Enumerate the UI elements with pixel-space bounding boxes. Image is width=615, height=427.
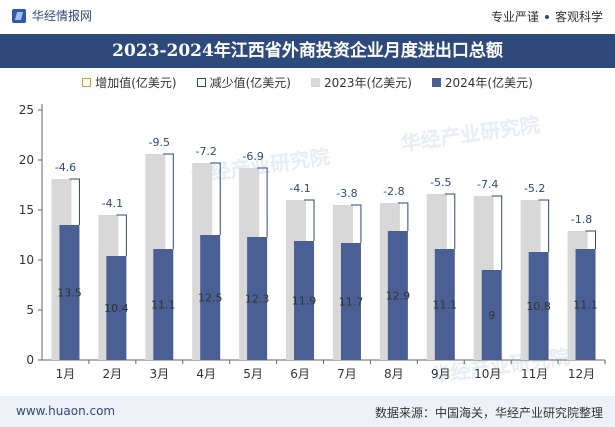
legend-swatch-decrease: [196, 78, 206, 87]
data-label-change: -5.5: [430, 176, 451, 189]
y-tick-label: 25: [19, 103, 34, 117]
x-tick-label: 1月: [56, 367, 76, 381]
data-label-2024: 11.1: [433, 299, 458, 312]
legend-label-2024: 2024年(亿美元): [444, 76, 533, 90]
slogan-right: 客观科学: [554, 10, 603, 24]
slogan: 专业严谨 客观科学: [491, 8, 603, 25]
data-label-2024: 11.1: [151, 299, 176, 312]
data-label-2024: 12.9: [386, 290, 411, 303]
legend: 增加值(亿美元) 减少值(亿美元) 2023年(亿美元) 2024年(亿美元): [0, 74, 615, 91]
chart-title: 2023-2024年江西省外商投资企业月度进出口总额: [0, 34, 615, 68]
logo-icon: [12, 8, 26, 23]
change-box: [210, 162, 221, 235]
data-label-change: -4.1: [289, 182, 310, 195]
bar-2024: [294, 241, 315, 360]
legend-item-2024: 2024年(亿美元): [431, 74, 533, 91]
change-box: [257, 167, 268, 237]
x-tick-label: 9月: [431, 367, 451, 381]
data-label-change: -6.9: [242, 150, 263, 163]
dot-icon: [544, 14, 549, 19]
legend-swatch-2023: [310, 78, 320, 87]
x-tick-label: 7月: [337, 367, 357, 381]
data-label-2024: 12.3: [245, 293, 270, 306]
x-tick-label: 3月: [149, 367, 169, 381]
data-label-change: -3.8: [336, 187, 357, 200]
legend-item-increase: 增加值(亿美元): [82, 74, 177, 91]
y-tick-label: 10: [19, 253, 34, 267]
y-tick-label: 5: [26, 303, 34, 317]
legend-swatch-increase: [82, 78, 92, 87]
footer-source: 数据来源：中国海关，华经产业研究院整理: [374, 406, 603, 420]
legend-item-2023: 2023年(亿美元): [310, 74, 412, 91]
data-label-change: -9.5: [149, 136, 170, 149]
x-tick-label: 12月: [568, 367, 595, 381]
change-box: [69, 178, 80, 225]
y-tick-label: 15: [19, 203, 34, 217]
change-box: [116, 214, 127, 256]
change-box: [538, 199, 550, 252]
bar-2024: [200, 235, 221, 360]
change-box: [163, 153, 174, 249]
data-label-2024: 11.1: [573, 299, 598, 312]
x-tick-label: 6月: [290, 367, 310, 381]
change-box: [444, 193, 456, 249]
data-label-2024: 13.5: [57, 287, 82, 300]
chart-plot: 0 5 10 15 20 25 13.5 -4.6 1月 10.4 -4.1 2月 11.1 -9.5 3月…: [19, 103, 606, 381]
data-label-change: -7.2: [195, 145, 216, 158]
data-label-change: -7.4: [477, 178, 498, 191]
data-label-2024: 9: [488, 309, 495, 322]
change-box: [350, 204, 362, 243]
legend-label-decrease: 减少值(亿美元): [209, 76, 291, 90]
change-box: [491, 195, 503, 270]
top-bar: 华经情报网 专业严谨 客观科学: [0, 0, 615, 34]
data-label-change: -5.2: [524, 182, 545, 195]
data-label-change: -4.1: [102, 197, 123, 210]
change-box: [585, 230, 597, 249]
brand-name: 华经情报网: [32, 9, 93, 23]
data-label-change: -2.8: [383, 185, 404, 198]
data-label-change: -1.8: [571, 213, 592, 226]
x-tick-label: 4月: [196, 367, 216, 381]
bar-2024: [387, 231, 408, 360]
footer-website: www.huaon.com: [16, 404, 116, 418]
y-tick-label: 20: [19, 153, 34, 167]
legend-item-decrease: 减少值(亿美元): [196, 74, 291, 91]
data-label-change: -4.6: [55, 161, 76, 174]
change-box: [397, 202, 409, 231]
bar-2024: [434, 249, 455, 360]
change-box: [304, 199, 315, 241]
data-label-2024: 10.4: [104, 302, 129, 315]
data-label-2024: 12.5: [198, 292, 223, 305]
data-label-2024: 11.7: [339, 296, 364, 309]
data-label-2024: 10.8: [526, 300, 551, 313]
x-tick-label: 5月: [243, 367, 263, 381]
bar-2024: [340, 243, 361, 360]
slogan-left: 专业严谨: [490, 10, 539, 24]
bar-2024: [59, 225, 80, 360]
bar-2024: [153, 249, 174, 360]
data-label-2024: 11.9: [292, 295, 317, 308]
x-tick-label: 11月: [521, 367, 548, 381]
x-tick-label: 2月: [103, 367, 123, 381]
footer: www.huaon.com 数据来源：中国海关，华经产业研究院整理: [0, 396, 615, 427]
bar-2024: [575, 249, 596, 360]
bar-2024: [528, 252, 549, 360]
x-tick-label: 10月: [474, 367, 501, 381]
bar-2024: [247, 237, 268, 360]
brand: 华经情报网: [12, 7, 92, 24]
y-tick-label: 0: [26, 353, 34, 367]
x-tick-label: 8月: [384, 367, 404, 381]
bar-2024: [106, 256, 127, 360]
legend-label-increase: 增加值(亿美元): [95, 76, 177, 90]
legend-swatch-2024: [431, 78, 441, 87]
bar-2024: [481, 270, 502, 360]
legend-label-2023: 2023年(亿美元): [323, 76, 412, 90]
